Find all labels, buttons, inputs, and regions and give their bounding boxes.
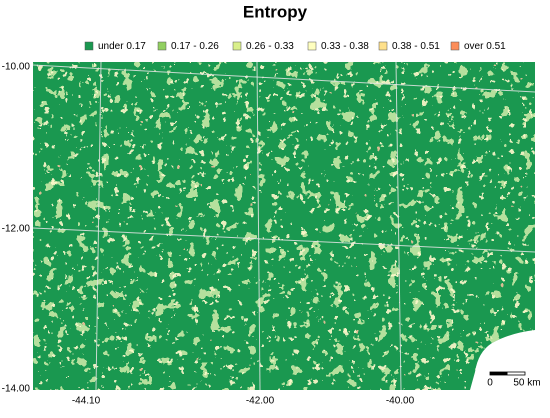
map-title: Entropy	[243, 2, 308, 21]
graticule	[33, 64, 535, 93]
legend-label: 0.17 - 0.26	[171, 41, 219, 52]
axis-labels: -10.00 -12.00 -14.00 -44.10 -42.00 -40.00	[2, 62, 415, 407]
legend: under 0.17 0.17 - 0.26 0.26 - 0.33 0.33 - 0…	[84, 41, 506, 52]
legend-swatch	[232, 41, 242, 51]
raster-texture	[33, 62, 535, 390]
raster	[33, 62, 535, 390]
legend-swatch	[450, 41, 460, 51]
legend-label: under 0.17	[98, 41, 146, 52]
y-label: -12.00	[2, 224, 31, 235]
legend-swatch	[378, 41, 388, 51]
scale-bar: 0 50 km	[487, 371, 541, 389]
graticule	[256, 62, 261, 390]
scale-start: 0	[487, 378, 493, 389]
legend-label: 0.38 - 0.51	[392, 41, 440, 52]
legend-swatch	[307, 41, 317, 51]
y-label: -10.00	[2, 62, 31, 73]
legend-label: 0.26 - 0.33	[246, 41, 294, 52]
legend-label: over 0.51	[464, 41, 506, 52]
scale-end: 50 km	[513, 378, 540, 389]
legend-label: 0.33 - 0.38	[321, 41, 369, 52]
scale-bar-segment	[490, 372, 508, 375]
graticule	[395, 62, 402, 390]
graticule	[95, 62, 102, 390]
y-label: -14.00	[2, 384, 31, 395]
graticule	[33, 227, 535, 253]
legend-swatch	[157, 41, 167, 51]
x-label: -40.00	[386, 396, 415, 407]
x-label: -42.00	[246, 396, 275, 407]
x-label: -44.10	[72, 396, 101, 407]
legend-swatch	[84, 41, 94, 51]
